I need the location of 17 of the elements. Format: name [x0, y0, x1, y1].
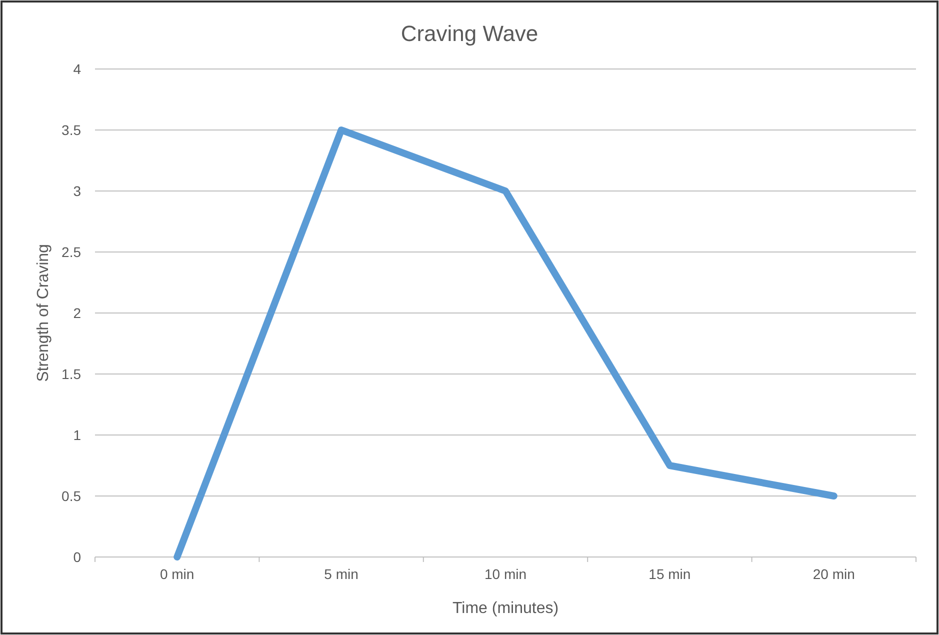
x-tick-label: 0 min	[160, 566, 194, 582]
y-tick-label: 3.5	[62, 122, 82, 138]
x-tick-label: 15 min	[648, 566, 691, 582]
x-tick-label: 20 min	[812, 566, 855, 582]
y-tick-label: 2.5	[62, 244, 82, 260]
y-tick-label: 1	[73, 426, 82, 443]
x-tick-label: 10 min	[484, 566, 527, 582]
y-tick-label: 4	[73, 60, 82, 77]
y-tick-label: 1.5	[62, 366, 82, 382]
x-tick-label: 5 min	[324, 566, 358, 582]
x-axis-title: Time (minutes)	[452, 600, 559, 617]
y-tick-label: 2	[73, 304, 82, 321]
y-axis-title: Strength of Craving	[35, 244, 52, 382]
chart-title: Craving Wave	[400, 21, 538, 46]
y-tick-label: 3	[73, 182, 82, 199]
y-tick-label: 0.5	[62, 488, 82, 504]
y-tick-label: 0	[73, 548, 82, 565]
